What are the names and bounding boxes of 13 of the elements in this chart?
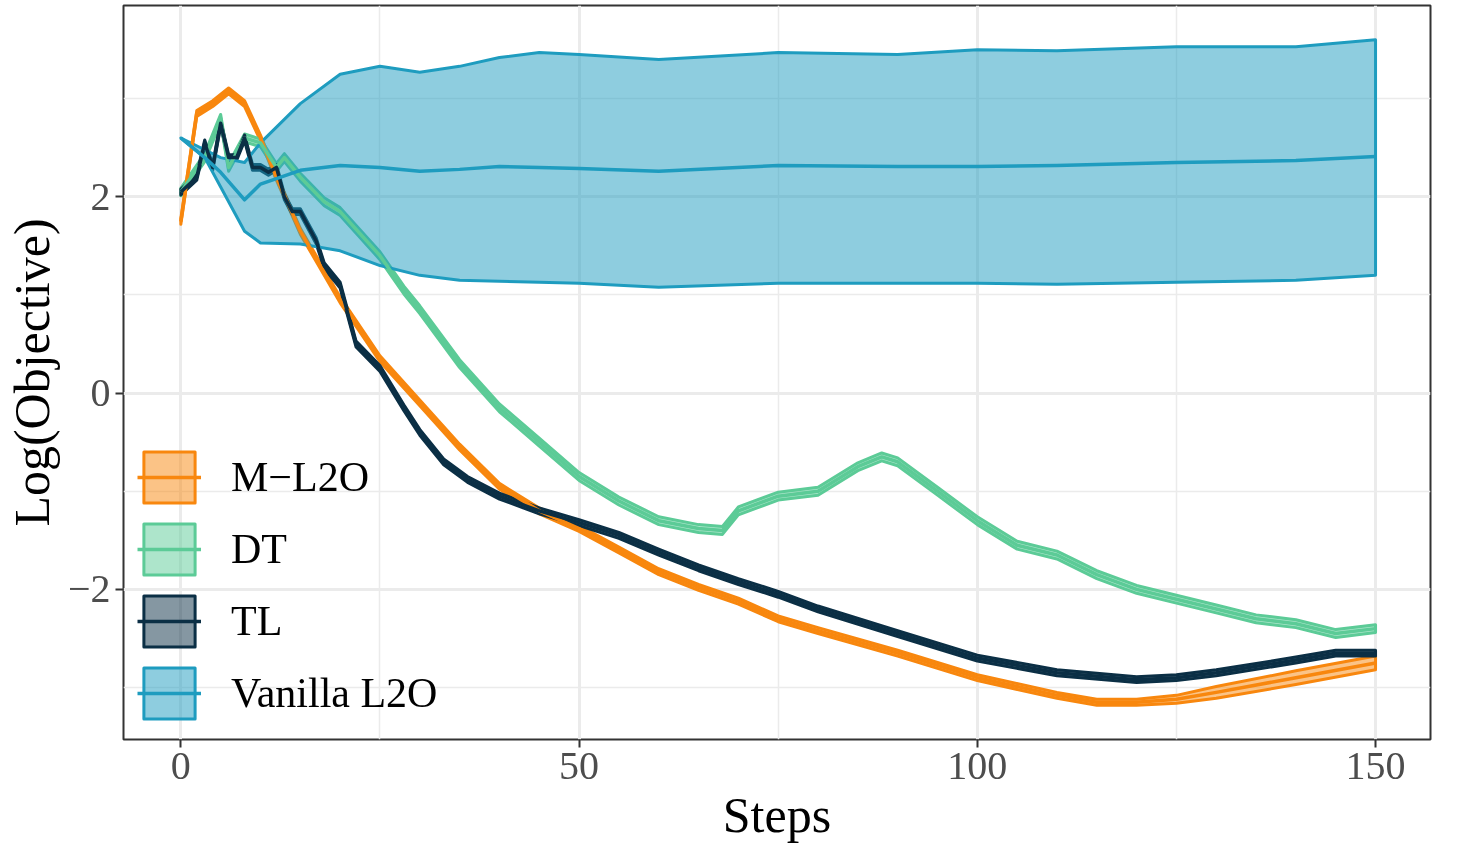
legend-label: DT [231, 525, 287, 573]
legend-label: TL [231, 597, 283, 645]
x-axis-title: Steps [722, 786, 832, 843]
y-tick-label: 0 [90, 370, 111, 416]
legend-label: Vanilla L2O [231, 669, 438, 717]
x-tick-label: 0 [170, 742, 191, 788]
x-tick-label: 50 [559, 742, 600, 788]
x-tick-label: 150 [1345, 742, 1406, 788]
y-tick-label: −2 [67, 566, 111, 612]
y-tick-label: 2 [90, 173, 111, 219]
y-axis-title: Log(Objective) [3, 218, 60, 527]
legend-label: M−L2O [231, 453, 370, 501]
x-tick-label: 100 [947, 742, 1008, 788]
